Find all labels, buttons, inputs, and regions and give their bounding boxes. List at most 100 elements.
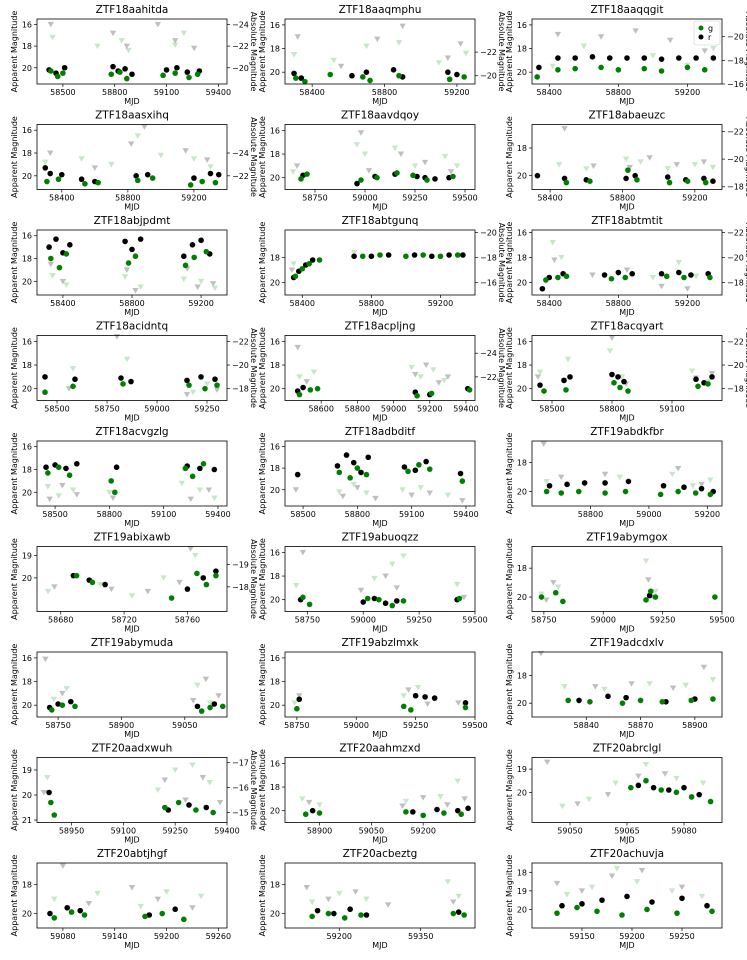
y2-tick-label: −16: [232, 784, 249, 793]
upper-limit: [441, 153, 449, 160]
detection: [456, 595, 463, 602]
detection: [200, 575, 207, 581]
y-axis-label: Apparent Magnitude: [505, 11, 514, 93]
detection: [213, 568, 219, 574]
detection: [400, 598, 407, 604]
detection: [401, 464, 408, 470]
panel-title: ZTF20acbeztg: [343, 848, 418, 860]
detection: [594, 908, 600, 915]
y-tick-label: 20: [517, 488, 527, 497]
upper-limit: [675, 260, 683, 266]
detection: [82, 180, 88, 187]
upper-limit: [187, 496, 195, 503]
upper-limit: [106, 489, 113, 496]
detection: [698, 485, 705, 492]
panel-title: ZTF20achuvja: [590, 848, 664, 860]
detection: [309, 257, 316, 263]
y-tick-label: 18: [270, 881, 280, 890]
detection: [54, 73, 61, 80]
detection: [73, 572, 80, 579]
upper-limit: [337, 63, 345, 70]
y2-tick-label: −22: [232, 172, 249, 181]
detection: [589, 54, 596, 60]
detection: [390, 67, 397, 73]
upper-limit: [128, 885, 136, 891]
detection: [393, 598, 400, 604]
upper-limit: [544, 759, 551, 766]
upper-limit: [608, 335, 616, 341]
detection: [95, 179, 101, 186]
detection: [658, 787, 664, 793]
detection: [358, 469, 364, 476]
x-tick-label: 59200: [444, 88, 469, 97]
plot-frame: [36, 546, 228, 612]
detection: [307, 387, 314, 393]
detection: [212, 179, 219, 186]
detection: [142, 913, 148, 920]
detection: [465, 805, 471, 812]
x-tick-label: 59250: [669, 932, 694, 941]
panel-title: ZTF18aaqmphu: [339, 4, 422, 16]
panel: ZTF20aadxwuh 58950 59100 59250 59400 19 20 21 −1…: [10, 743, 258, 845]
upper-limit: [459, 498, 466, 504]
detection: [704, 902, 710, 909]
upper-limit: [213, 387, 221, 393]
upper-limit: [540, 441, 547, 447]
panel: ZTF18aavdqoy 58750 59000 59250 59500 16 18 20 MJ…: [258, 110, 478, 212]
detection: [537, 382, 543, 388]
upper-limit: [574, 801, 581, 807]
upper-limit: [613, 866, 621, 872]
detection: [458, 811, 464, 818]
x-tick-label: 59400: [205, 510, 230, 519]
detection: [666, 787, 672, 793]
detection: [539, 285, 546, 292]
detection: [658, 56, 665, 62]
detection: [432, 176, 438, 182]
x-tick-label: 59350: [408, 932, 433, 941]
upper-limit: [414, 684, 422, 691]
detection: [181, 253, 187, 260]
detection: [606, 55, 613, 61]
y-tick-label: 20: [22, 574, 32, 583]
detection: [299, 265, 306, 272]
detection: [309, 807, 316, 814]
x-tick-label: 58750: [94, 405, 119, 414]
detection: [197, 465, 203, 472]
y-axis-label: Apparent Magnitude: [10, 222, 19, 304]
plot-frame: [531, 124, 723, 190]
upper-limit: [299, 796, 306, 802]
detection: [371, 595, 378, 602]
upper-limit: [290, 261, 297, 267]
upper-limit: [632, 28, 639, 34]
detection: [364, 595, 371, 602]
y-tick-label: 20: [270, 174, 280, 183]
x-axis-label: MJD: [619, 836, 634, 845]
detection: [602, 490, 608, 496]
panel-title: ZTF19abzlmxk: [341, 637, 419, 649]
upper-limit: [47, 150, 54, 157]
upper-limit: [91, 165, 99, 171]
detection: [58, 171, 65, 178]
detection: [368, 253, 375, 260]
detection: [454, 807, 461, 814]
detection: [675, 488, 681, 495]
y-tick-label: 18: [517, 144, 527, 153]
detection: [403, 253, 409, 260]
x-tick-label: 58800: [578, 510, 603, 519]
upper-limit: [642, 761, 650, 768]
plot-frame: [531, 440, 723, 507]
y-tick-label: 16: [517, 229, 527, 238]
upper-limit: [303, 885, 310, 891]
detection: [215, 171, 222, 178]
y2-tick-label: −20: [727, 155, 744, 164]
detection: [144, 171, 151, 178]
upper-limit: [554, 31, 562, 38]
x-tick-label: 59500: [709, 616, 734, 625]
detection: [534, 172, 541, 179]
upper-limit: [441, 377, 448, 384]
detection: [382, 600, 389, 607]
upper-limit: [549, 63, 556, 70]
upper-limit: [424, 701, 431, 707]
plot-frame: [531, 229, 723, 296]
upper-limit: [661, 771, 669, 777]
